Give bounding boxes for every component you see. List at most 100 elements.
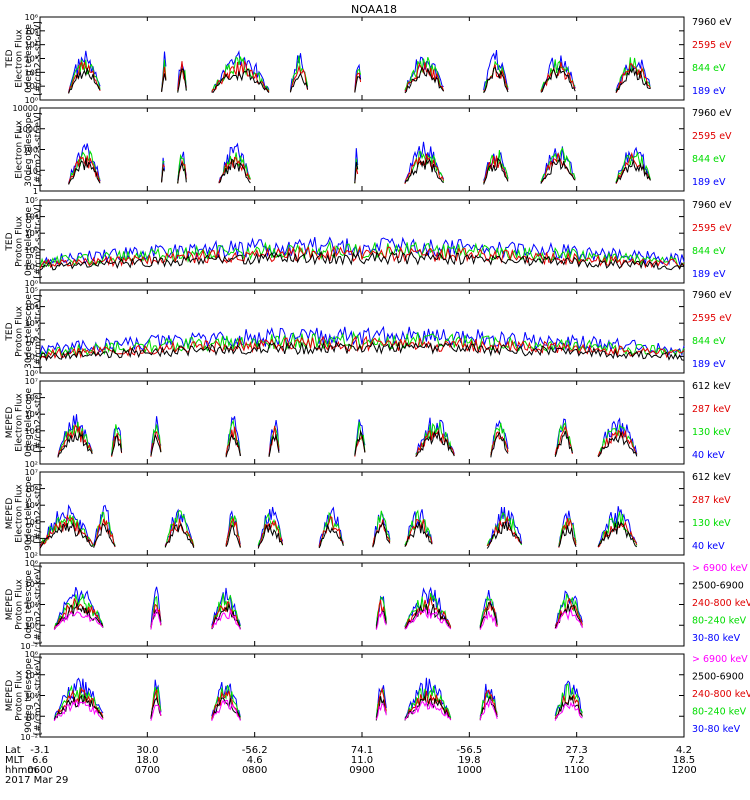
legend-entry: > 6900 keV xyxy=(692,563,748,574)
legend-entry: 80-240 keV xyxy=(692,707,747,718)
y-axis-label: Electron Flux xyxy=(15,120,25,179)
y-tick-label: 10⁷ xyxy=(25,468,38,477)
series-trace xyxy=(53,592,583,629)
series-trace xyxy=(53,683,583,720)
legend-entry: 844 eV xyxy=(692,154,726,165)
y-axis-label: Electron Flux xyxy=(15,484,25,543)
y-tick-label: 10⁻² xyxy=(20,733,38,742)
y-axis-label: Proton Flux xyxy=(15,579,25,630)
x-tick-label-lat: 74.1 xyxy=(351,745,373,756)
series-trace xyxy=(39,249,685,271)
y-tick-label: 10⁴ xyxy=(25,303,38,312)
x-tick-label-lat: 4.2 xyxy=(676,745,692,756)
series-trace xyxy=(53,697,583,722)
lat-row-label: Lat xyxy=(5,745,21,756)
y-tick-label: 10⁰ xyxy=(25,712,38,721)
x-tick-label-hhmm: 0700 xyxy=(135,765,160,776)
y-tick-label: 10⁰ xyxy=(25,621,38,630)
figure-title: NOAA18 xyxy=(351,3,397,16)
series-trace xyxy=(53,677,583,720)
y-axis-label: Electron Flux xyxy=(15,29,25,88)
series-trace xyxy=(57,419,638,457)
y-tick-label: 10⁶ xyxy=(25,559,38,568)
x-tick-label-lat: -3.1 xyxy=(30,745,50,756)
x-tick-label-hhmm: 0800 xyxy=(242,765,267,776)
legend-entry: 30-80 keV xyxy=(692,724,741,735)
series-trace xyxy=(39,325,685,357)
panel-frame xyxy=(39,107,685,192)
y-tick-label: 10⁶ xyxy=(25,394,38,403)
panel-frame xyxy=(39,380,685,465)
panel-4: 10⁰ 10¹ 10² 10³ 10⁴ 10⁵ TED Proton Flux 30deg te… xyxy=(5,286,732,378)
y-tick-label: 10⁰ xyxy=(25,96,38,105)
legend-entry: 189 eV xyxy=(692,86,726,97)
y-tick-label: 10⁵ xyxy=(25,27,38,36)
y-axis-label: 90deg telescope xyxy=(24,658,34,733)
legend-entry: 130 keV xyxy=(692,518,731,529)
y-tick-label: 10⁷ xyxy=(25,377,38,386)
panel-frame xyxy=(39,16,685,101)
y-axis-label: Electron Flux xyxy=(15,393,25,452)
y-tick-label: 10¹ xyxy=(25,262,38,271)
x-tick-label-mlt: 19.8 xyxy=(458,755,480,766)
panel-8: 10⁻² 10⁰ 10² 10⁴ 10⁶ MEPED Proton Flux 90deg te… xyxy=(5,650,750,742)
y-tick-label: 10³ xyxy=(25,443,38,452)
legend-entry: 189 eV xyxy=(692,269,726,280)
y-axis-label: [#/cm2-s-str-keV] xyxy=(34,565,44,644)
panel-5: 10² 10³ 10⁴ 10⁵ 10⁶ 10⁷ MEPED Electron Flux 0deg… xyxy=(5,377,731,469)
legend-entry: 240-800 keV xyxy=(692,598,750,609)
series-trace xyxy=(39,330,685,358)
y-tick-label: 10⁴ xyxy=(25,580,38,589)
series-trace xyxy=(53,694,583,721)
legend-entry: 40 keV xyxy=(692,450,725,461)
y-tick-label: 10² xyxy=(25,601,38,610)
y-tick-label: 10⁶ xyxy=(25,13,38,22)
y-tick-label: 10 xyxy=(28,166,38,175)
panel-frame xyxy=(39,653,685,738)
y-axis-label: 0deg telescope xyxy=(24,24,34,94)
y-tick-label: 10⁴ xyxy=(25,518,38,527)
series-trace xyxy=(39,236,685,266)
x-tick-label-mlt: 18.0 xyxy=(136,755,158,766)
y-axis-label: 0deg telescope xyxy=(24,388,34,458)
x-tick-label-mlt: 11.0 xyxy=(351,755,373,766)
series-trace xyxy=(53,586,583,629)
legend-entry: 287 keV xyxy=(692,495,731,506)
y-tick-label: 10⁴ xyxy=(25,41,38,50)
y-tick-label: 10² xyxy=(25,336,38,345)
legend-entry: 612 keV xyxy=(692,381,731,392)
x-tick-label-hhmm: 0900 xyxy=(349,765,374,776)
panel-frame xyxy=(39,199,685,284)
legend-entry: 844 eV xyxy=(692,63,726,74)
mlt-row-label: MLT xyxy=(5,755,25,766)
legend-entry: 612 keV xyxy=(692,472,731,483)
y-tick-label: 10¹ xyxy=(25,352,38,361)
y-tick-label: 10000 xyxy=(13,104,38,113)
legend-entry: 30-80 keV xyxy=(692,633,741,644)
y-tick-label: 10⁵ xyxy=(25,196,38,205)
y-tick-label: 10⁰ xyxy=(25,279,38,288)
y-axis-label: 30deg telescope xyxy=(24,112,34,187)
x-tick-label-mlt: 6.6 xyxy=(32,755,48,766)
y-tick-label: 10⁶ xyxy=(25,650,38,659)
legend-entry: 7960 eV xyxy=(692,200,732,211)
y-tick-label: 1000 xyxy=(18,125,38,134)
hhmm-row-label: hhmm xyxy=(5,765,37,776)
y-axis-label: [#/cm2-s-str-eV] xyxy=(34,204,44,279)
panel-1: 10⁰ 10¹ 10² 10³ 10⁴ 10⁵ 10⁶ TED Electron Flux 0de… xyxy=(5,13,732,105)
legend-entry: 189 eV xyxy=(692,177,726,188)
x-tick-label-lat: 30.0 xyxy=(136,745,158,756)
series-trace xyxy=(53,606,583,631)
legend-entry: 287 keV xyxy=(692,404,731,415)
y-tick-label: 100 xyxy=(23,146,38,155)
series-trace xyxy=(39,335,685,360)
y-tick-label: 10⁴ xyxy=(25,671,38,680)
y-tick-label: 10² xyxy=(25,460,38,469)
series-trace xyxy=(53,687,583,721)
legend-entry: 844 eV xyxy=(692,336,726,347)
x-tick-label-hhmm: 1200 xyxy=(671,765,696,776)
x-tick-label-lat: -56.2 xyxy=(242,745,268,756)
series-trace xyxy=(39,340,685,362)
